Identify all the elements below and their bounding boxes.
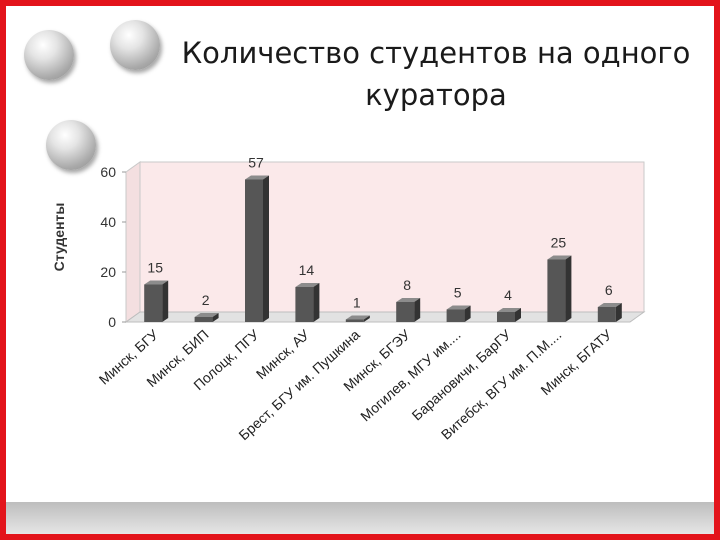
data-label: 4: [504, 287, 512, 303]
data-label: 1: [353, 295, 361, 311]
bar-top: [446, 305, 471, 310]
bar-top: [245, 175, 269, 180]
bar-front: [396, 302, 415, 322]
data-label: 8: [403, 277, 411, 293]
bar: [345, 315, 370, 322]
bar: [446, 305, 471, 322]
bar: [295, 283, 320, 322]
bar-front: [245, 179, 263, 322]
data-label: 5: [454, 285, 462, 301]
bar-top: [144, 280, 169, 285]
bar-side: [363, 315, 370, 322]
bar-side: [313, 283, 320, 322]
bar: [547, 255, 572, 322]
y-tick-label: 60: [100, 164, 116, 180]
bar: [396, 298, 421, 322]
bar-top: [345, 315, 370, 320]
slide-title-line-1: Количество студентов на одного: [181, 36, 691, 70]
bar-top: [497, 308, 521, 312]
bar-top: [194, 313, 219, 317]
bar-top: [295, 283, 320, 287]
bar-front: [497, 312, 515, 322]
bar-front: [295, 287, 314, 322]
bar: [597, 303, 622, 322]
bar-side: [565, 255, 572, 322]
data-label: 2: [202, 292, 210, 308]
chart-side-wall: [125, 161, 141, 323]
bar-side: [615, 303, 622, 322]
bar-side: [263, 175, 269, 322]
bar: [194, 313, 219, 322]
data-label: 14: [299, 262, 315, 278]
data-label: 57: [248, 155, 264, 171]
bar-front: [446, 309, 465, 322]
bar-side: [464, 305, 471, 322]
bar-side: [414, 298, 421, 322]
bar: [144, 280, 169, 322]
y-tick-label: 0: [108, 314, 116, 330]
bar-side: [515, 308, 521, 322]
bar-front: [547, 259, 566, 322]
y-tick-label: 20: [100, 264, 116, 280]
data-label: 25: [551, 235, 567, 251]
y-tick-label: 40: [100, 214, 116, 230]
bar-front: [597, 307, 616, 322]
decorative-sphere-icon: [24, 30, 74, 80]
data-label: 6: [605, 282, 613, 298]
bar-top: [547, 255, 572, 260]
bar-side: [162, 280, 169, 322]
bar: [497, 308, 521, 322]
data-label: 15: [147, 260, 163, 276]
chart-bars: [144, 175, 622, 322]
slide-title-line-2: куратора: [365, 78, 507, 112]
bar-top: [597, 303, 622, 307]
decorative-sphere-icon: [46, 120, 96, 170]
footer-bar: [6, 502, 714, 534]
bar-front: [345, 319, 364, 322]
bar: [245, 175, 269, 322]
bar-side: [212, 313, 219, 322]
bar-top: [396, 298, 421, 302]
y-axis-title: Студенты: [51, 203, 67, 272]
slide-title: Количество студентов на одного куратора: [166, 32, 706, 116]
bar-front: [194, 317, 213, 322]
decorative-sphere-icon: [110, 20, 160, 70]
bar-front: [144, 284, 163, 322]
